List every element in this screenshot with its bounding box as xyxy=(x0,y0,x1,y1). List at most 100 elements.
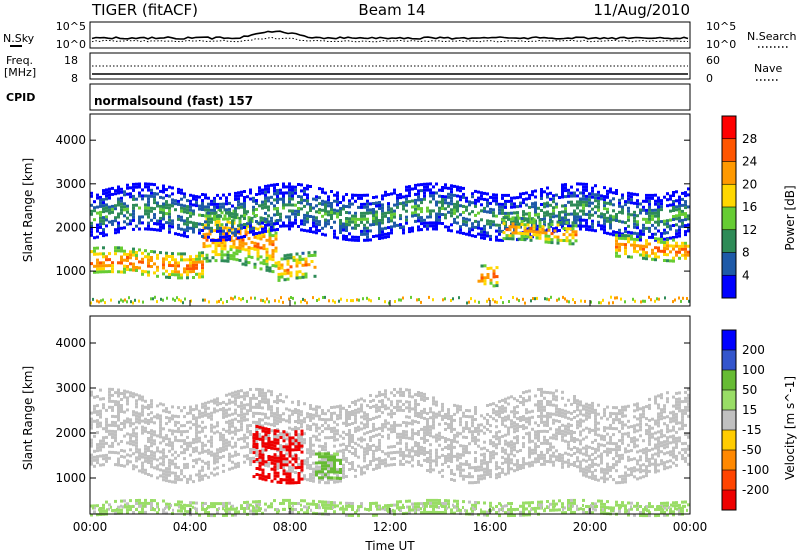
heatmap-cell xyxy=(414,199,417,202)
heatmap-cell xyxy=(159,420,162,423)
heatmap-cell xyxy=(135,447,138,450)
heatmap-cell xyxy=(441,213,444,216)
heatmap-cell xyxy=(444,458,447,461)
heatmap-cell xyxy=(108,221,111,224)
heatmap-cell xyxy=(268,300,270,303)
heatmap-cell xyxy=(222,206,225,209)
heatmap-cell xyxy=(459,453,462,456)
heatmap-cell xyxy=(142,301,144,304)
heatmap-cell xyxy=(177,406,180,409)
heatmap-cell xyxy=(579,463,582,466)
heatmap-cell xyxy=(276,219,279,222)
heatmap-cell xyxy=(363,459,366,462)
heatmap-cell xyxy=(222,194,225,197)
heatmap-cell xyxy=(573,437,576,440)
heatmap-cell xyxy=(435,449,438,452)
heatmap-cell xyxy=(294,408,297,411)
heatmap-cell xyxy=(603,219,606,222)
heatmap-cell xyxy=(102,216,105,219)
heatmap-cell xyxy=(189,406,192,409)
heatmap-cell xyxy=(477,466,480,469)
heatmap-cell xyxy=(123,250,126,253)
heatmap-cell xyxy=(354,227,357,230)
heatmap-cell xyxy=(522,424,525,427)
heatmap-cell xyxy=(591,402,594,405)
heatmap-cell xyxy=(206,257,209,260)
heatmap-cell xyxy=(198,205,201,208)
heatmap-cell xyxy=(138,454,141,457)
heatmap-cell xyxy=(207,476,210,479)
heatmap-cell xyxy=(521,217,524,220)
heatmap-cell xyxy=(438,414,441,417)
heatmap-cell xyxy=(147,440,150,443)
heatmap-cell xyxy=(117,192,120,195)
heatmap-cell xyxy=(576,408,579,411)
heatmap-cell xyxy=(276,222,279,225)
heatmap-cell xyxy=(381,194,384,197)
heatmap-cell xyxy=(609,191,612,194)
heatmap-cell xyxy=(111,433,114,436)
heatmap-cell xyxy=(153,433,156,436)
heatmap-cell xyxy=(183,195,186,198)
heatmap-cell xyxy=(489,454,492,457)
heatmap-cell xyxy=(260,267,263,270)
heatmap-cell xyxy=(246,409,249,412)
heatmap-cell xyxy=(114,421,117,424)
heatmap-cell xyxy=(648,221,651,224)
heatmap-cell xyxy=(552,197,555,200)
heatmap-cell xyxy=(348,417,351,420)
heatmap-cell xyxy=(678,257,681,260)
heatmap-cell xyxy=(138,228,141,231)
heatmap-cell xyxy=(561,457,564,460)
heatmap-cell xyxy=(501,420,504,423)
heatmap-cell xyxy=(552,200,555,203)
heatmap-cell xyxy=(522,445,525,448)
heatmap-cell xyxy=(318,211,321,214)
heatmap-cell xyxy=(417,189,420,192)
heatmap-cell xyxy=(288,203,291,206)
heatmap-cell xyxy=(270,226,273,229)
heatmap-cell xyxy=(233,255,236,258)
heatmap-cell xyxy=(366,413,369,416)
heatmap-cell xyxy=(555,410,558,413)
heatmap-cell xyxy=(405,222,408,225)
heatmap-cell xyxy=(576,218,579,221)
heatmap-cell xyxy=(240,203,243,206)
heatmap-cell xyxy=(162,212,165,215)
heatmap-cell xyxy=(192,270,195,273)
heatmap-cell xyxy=(513,445,516,448)
heatmap-cell xyxy=(204,426,207,429)
heatmap-cell xyxy=(522,466,525,469)
heatmap-cell xyxy=(378,463,381,466)
heatmap-cell xyxy=(354,224,357,227)
heatmap-cell xyxy=(429,443,432,446)
heatmap-cell xyxy=(498,442,501,445)
heatmap-cell xyxy=(567,411,570,414)
heatmap-cell xyxy=(423,198,426,201)
heatmap-cell xyxy=(548,229,551,232)
heatmap-cell xyxy=(672,206,675,209)
heatmap-cell xyxy=(339,405,342,408)
heatmap-cell xyxy=(243,223,246,226)
heatmap-cell xyxy=(96,395,99,398)
heatmap-cell xyxy=(537,403,540,406)
heatmap-cell xyxy=(108,270,111,273)
heatmap-cell xyxy=(327,210,330,213)
heatmap-cell xyxy=(372,453,375,456)
heatmap-cell xyxy=(276,192,279,195)
heatmap-cell xyxy=(111,211,114,214)
heatmap-cell xyxy=(333,209,336,212)
heatmap-cell xyxy=(117,213,120,216)
heatmap-cell xyxy=(245,263,248,266)
heatmap-cell xyxy=(345,418,348,421)
heatmap-cell xyxy=(615,234,618,237)
heatmap-cell xyxy=(300,189,303,192)
heatmap-cell xyxy=(324,225,327,228)
heatmap-cell xyxy=(303,474,306,477)
heatmap-cell xyxy=(258,421,261,424)
heatmap-cell xyxy=(372,405,375,408)
heatmap-cell xyxy=(459,462,462,465)
heatmap-cell xyxy=(588,431,591,434)
heatmap-cell xyxy=(564,461,567,464)
heatmap-cell xyxy=(171,258,174,261)
